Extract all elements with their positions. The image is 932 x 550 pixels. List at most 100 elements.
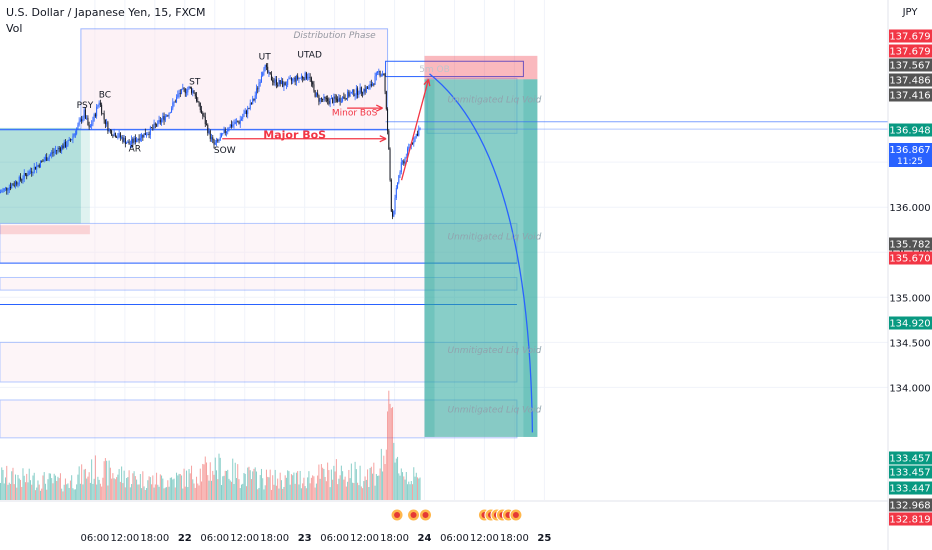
volume-bar	[363, 481, 365, 500]
candle-body	[258, 83, 260, 89]
volume-bar	[58, 478, 60, 500]
volume-bar	[315, 483, 317, 500]
candle-body	[93, 114, 95, 121]
candle-body	[248, 108, 250, 109]
volume-bar	[77, 474, 79, 500]
volume-bar	[106, 460, 108, 500]
projection-arc	[429, 73, 534, 433]
volume-bar	[114, 479, 116, 500]
candle-body	[383, 74, 385, 76]
candle-body	[154, 123, 156, 125]
volume-bar	[216, 470, 218, 500]
candle-body	[18, 176, 20, 185]
symbol-title: U.S. Dollar / Japanese Yen, 15, FXCM	[6, 6, 206, 19]
volume-bar	[308, 471, 310, 500]
candle-body	[16, 181, 18, 185]
candle-body	[198, 101, 200, 103]
volume-bar	[218, 453, 220, 500]
candle-body	[285, 84, 287, 86]
volume-bar	[277, 478, 279, 500]
volume-bar	[318, 464, 320, 500]
candle-body	[209, 130, 211, 139]
candle-body	[305, 72, 307, 79]
volume-bar	[334, 471, 336, 500]
volume-bar	[364, 476, 366, 500]
candle-body	[79, 119, 81, 122]
volume-bar	[219, 457, 221, 500]
target-zone	[424, 79, 538, 437]
volume-bar	[173, 478, 175, 500]
demand-zone-fade	[80, 127, 90, 224]
candle-body	[36, 165, 38, 170]
candle-body	[379, 70, 381, 76]
candle-body	[312, 82, 314, 85]
x-tick-label: 23	[298, 533, 312, 544]
volume-bar	[99, 483, 101, 500]
candle-body	[136, 139, 138, 143]
candle-body	[237, 121, 239, 123]
candle-body	[357, 88, 359, 95]
volume-bar	[131, 484, 133, 500]
volume-bar	[111, 478, 113, 500]
candle-body	[419, 127, 421, 130]
candle-body	[254, 95, 256, 101]
volume-bar	[322, 467, 324, 500]
candle-body	[111, 130, 113, 136]
candle-body	[268, 72, 270, 73]
price-badge: 137.679	[889, 47, 930, 58]
volume-bar	[233, 484, 235, 500]
volume-bar	[237, 464, 239, 500]
candle-body	[408, 147, 410, 149]
candle-body	[264, 64, 266, 69]
candle-body	[319, 98, 321, 102]
candle-body	[369, 84, 371, 87]
volume-bar	[66, 484, 68, 500]
candle-body	[274, 79, 276, 83]
volume-bar	[307, 477, 309, 500]
candle-body	[104, 119, 106, 125]
candle-body	[182, 88, 184, 90]
candle-body	[0, 192, 1, 193]
price-badge: 133.457	[889, 454, 930, 465]
candle-body	[259, 81, 261, 84]
candle-body	[186, 92, 188, 94]
candle-body	[307, 77, 309, 79]
y-tick-label: 136.000	[889, 203, 930, 214]
candle-body	[87, 117, 89, 126]
volume-bar	[325, 481, 327, 500]
candle-body	[153, 123, 155, 129]
volume-bar	[358, 485, 360, 500]
volume-bar	[387, 411, 389, 500]
volume-bar	[97, 476, 99, 500]
volume-bar	[304, 486, 306, 500]
candle-body	[403, 161, 405, 164]
candle-body	[201, 110, 203, 114]
volume-bar	[407, 484, 409, 500]
candle-body	[51, 152, 53, 155]
volume-bar	[18, 478, 20, 500]
volume-bar	[174, 487, 176, 500]
candle-body	[232, 124, 234, 127]
candle-body	[169, 112, 171, 114]
volume-bar	[287, 470, 289, 500]
volume-bar	[151, 484, 153, 500]
candle-body	[49, 154, 51, 156]
candle-body	[320, 98, 322, 99]
volume-bar	[380, 448, 382, 500]
candle-body	[330, 98, 332, 100]
price-badge-bg	[889, 451, 932, 465]
volume-bar	[370, 466, 372, 500]
volume-bar	[117, 474, 119, 500]
annotation-label: Distribution Phase	[293, 31, 376, 41]
volume-bar	[182, 488, 184, 500]
volume-bar	[141, 488, 143, 500]
volume-bar	[328, 470, 330, 500]
candle-body	[52, 152, 54, 154]
volume-bar	[48, 473, 50, 500]
volume-bar	[415, 472, 417, 500]
volume-bar	[149, 477, 151, 500]
candle-body	[342, 96, 344, 102]
volume-bar	[354, 461, 356, 500]
volume-bar	[139, 474, 141, 500]
